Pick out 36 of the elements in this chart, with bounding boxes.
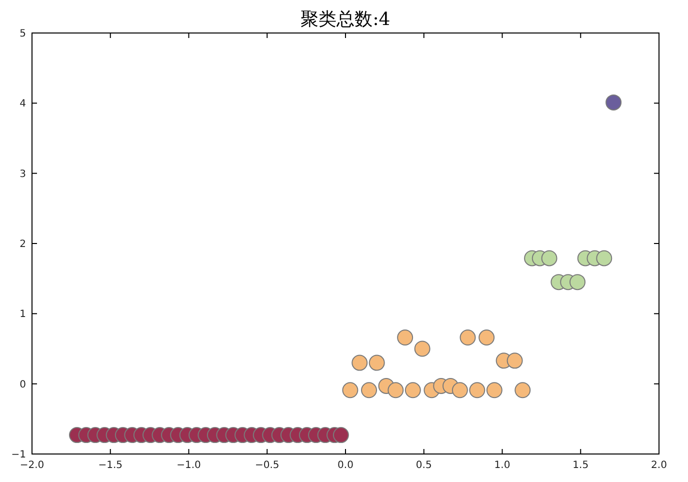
point [596, 250, 612, 266]
point [478, 330, 495, 346]
x-tick-label: −1.5 [98, 460, 123, 471]
point [569, 274, 586, 290]
x-tick-label: 0.5 [416, 460, 432, 471]
y-tick-label: 2 [20, 239, 26, 250]
y-tick-label: −1 [11, 450, 26, 460]
point [397, 330, 414, 346]
point [388, 382, 404, 398]
point [452, 382, 468, 398]
point [460, 330, 476, 346]
point [506, 352, 523, 369]
point [486, 382, 502, 398]
y-tick-label: 0 [20, 379, 26, 390]
x-tick-label: −1.0 [176, 460, 201, 471]
point [414, 340, 430, 357]
y-tick-label: 4 [20, 98, 26, 110]
point [352, 354, 368, 371]
y-tick-label: 5 [20, 28, 26, 40]
point [342, 382, 358, 398]
point [404, 382, 421, 398]
x-tick-label: 0.0 [338, 460, 354, 471]
point [332, 427, 349, 444]
x-tick-label: 1.0 [494, 460, 510, 471]
point [514, 382, 531, 398]
x-tick-label: 2.0 [651, 460, 667, 471]
point [368, 354, 385, 371]
x-tick-label: 1.5 [572, 460, 589, 471]
y-tick-label: 1 [20, 309, 26, 320]
chart-title: 聚类总数:4 [300, 9, 390, 30]
point [469, 382, 486, 398]
x-tick-label: −0.5 [254, 460, 280, 471]
point [361, 382, 378, 398]
point [541, 250, 558, 266]
x-tick-label: −2.0 [20, 460, 44, 471]
y-tick-label: 3 [20, 168, 26, 180]
